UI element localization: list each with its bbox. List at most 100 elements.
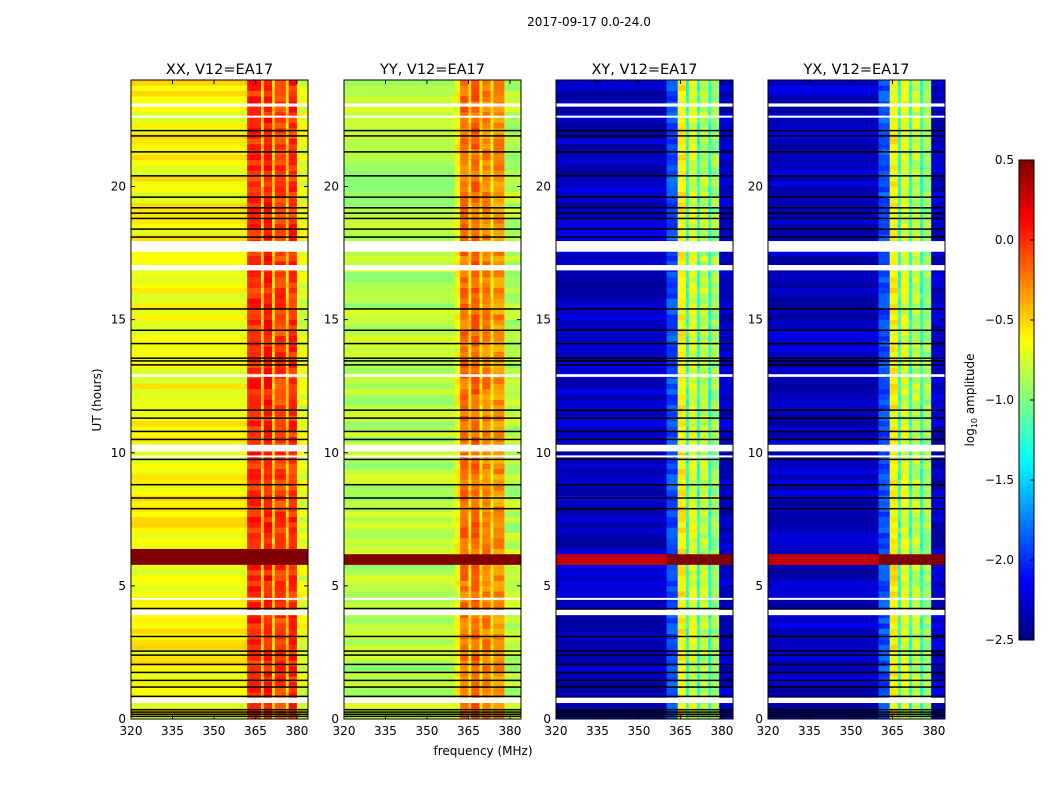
heatmap-cell: [454, 271, 461, 278]
heatmap-cell: [708, 165, 712, 171]
heatmap-cell: [685, 431, 690, 438]
heatmap-cell: [460, 580, 469, 587]
heatmap-cell: [666, 229, 678, 235]
heatmap-cell: [897, 282, 902, 288]
heatmap-cell: [131, 575, 248, 581]
heatmap-cell: [482, 665, 491, 672]
heatmap-cell: [344, 564, 455, 571]
heatmap-cell: [263, 671, 273, 677]
heatmap-cell: [296, 655, 309, 661]
heatmap-cell: [247, 293, 262, 299]
heatmap-cell: [504, 521, 522, 528]
heatmap-cell: [479, 255, 483, 262]
flagged-row-black: [131, 430, 308, 433]
heatmap-cell: [699, 319, 709, 326]
heatmap-cell: [556, 197, 667, 203]
heatmap-cell: [344, 95, 455, 102]
heatmap-cell: [131, 367, 248, 374]
heatmap-cell: [697, 426, 701, 432]
heatmap-cell: [247, 676, 262, 683]
heatmap-cell: [460, 261, 469, 267]
heatmap-cell: [288, 410, 298, 416]
heatmap-cell: [922, 324, 932, 331]
heatmap-cell: [666, 585, 678, 592]
flagged-row-black: [131, 308, 308, 310]
heatmap-cell: [666, 660, 678, 667]
heatmap-cell: [460, 324, 469, 331]
heatmap-cell: [285, 250, 289, 257]
heatmap-cell: [493, 383, 505, 390]
heatmap-cell: [263, 516, 273, 523]
heatmap-cell: [504, 324, 522, 331]
heatmap-cell: [490, 85, 494, 91]
heatmap-cell: [490, 617, 494, 624]
heatmap-cell: [688, 671, 698, 677]
heatmap-cell: [454, 474, 461, 480]
heatmap-cell: [263, 660, 273, 667]
heatmap-cell: [260, 213, 265, 219]
heatmap-cell: [666, 213, 678, 219]
heatmap-cell: [685, 687, 690, 693]
heatmap-cell: [285, 319, 289, 326]
heatmap-cell: [708, 649, 712, 656]
heatmap-cell: [260, 90, 265, 97]
heatmap-cell: [697, 463, 701, 470]
heatmap-cell: [931, 703, 946, 709]
heatmap-cell: [685, 426, 690, 432]
heatmap-cell: [889, 303, 899, 310]
heatmap-cell: [920, 261, 924, 267]
heatmap-cell: [688, 404, 698, 411]
heatmap-cell: [247, 255, 262, 262]
heatmap-cell: [897, 111, 902, 118]
heatmap-cell: [699, 564, 709, 571]
flagged-row-black: [344, 228, 521, 230]
heatmap-cell: [710, 282, 720, 288]
heatmap-cell: [471, 548, 480, 555]
heatmap-cell: [247, 623, 262, 629]
heatmap-cell: [909, 367, 913, 374]
heatmap-cell: [272, 335, 276, 342]
heatmap-cell: [247, 591, 262, 597]
heatmap-cell: [900, 612, 910, 619]
heatmap-cell: [922, 671, 932, 677]
heatmap-cell: [272, 420, 276, 427]
heatmap-cell: [719, 569, 734, 576]
heatmap-cell: [697, 612, 701, 619]
heatmap-cell: [909, 218, 913, 225]
heatmap-cell: [710, 106, 720, 113]
heatmap-cell: [922, 399, 932, 406]
heatmap-cell: [288, 612, 298, 619]
heatmap-cell: [131, 261, 248, 267]
heatmap-cell: [468, 303, 472, 310]
heatmap-cell: [263, 181, 273, 187]
heatmap-cell: [685, 95, 690, 102]
heatmap-cell: [909, 85, 913, 91]
heatmap-cell: [911, 80, 921, 86]
flagged-row-black: [344, 129, 521, 132]
panel-frame: [130, 79, 309, 720]
flagged-row-black: [344, 236, 521, 238]
heatmap-cell: [490, 532, 494, 539]
heatmap-cell: [911, 564, 921, 571]
heatmap-cell: [344, 591, 455, 597]
heatmap-cell: [677, 117, 687, 123]
heatmap-cell: [900, 255, 910, 262]
heatmap-cell: [666, 521, 678, 528]
heatmap-cell: [909, 580, 913, 587]
heatmap-cell: [677, 218, 687, 225]
flagged-row-black: [768, 430, 945, 433]
heatmap-cell: [699, 543, 709, 549]
heatmap-cell: [900, 388, 910, 395]
flagged-row-white: [768, 241, 945, 252]
heatmap-cell: [260, 559, 265, 565]
flagged-row-black: [556, 650, 733, 652]
heatmap-cell: [697, 351, 701, 358]
heatmap-cell: [504, 175, 522, 182]
heatmap-cell: [454, 431, 461, 438]
heatmap-cell: [272, 591, 276, 597]
heatmap-cell: [666, 527, 678, 533]
heatmap-cell: [911, 660, 921, 667]
heatmap-cell: [454, 95, 461, 102]
heatmap-cell: [699, 308, 709, 315]
